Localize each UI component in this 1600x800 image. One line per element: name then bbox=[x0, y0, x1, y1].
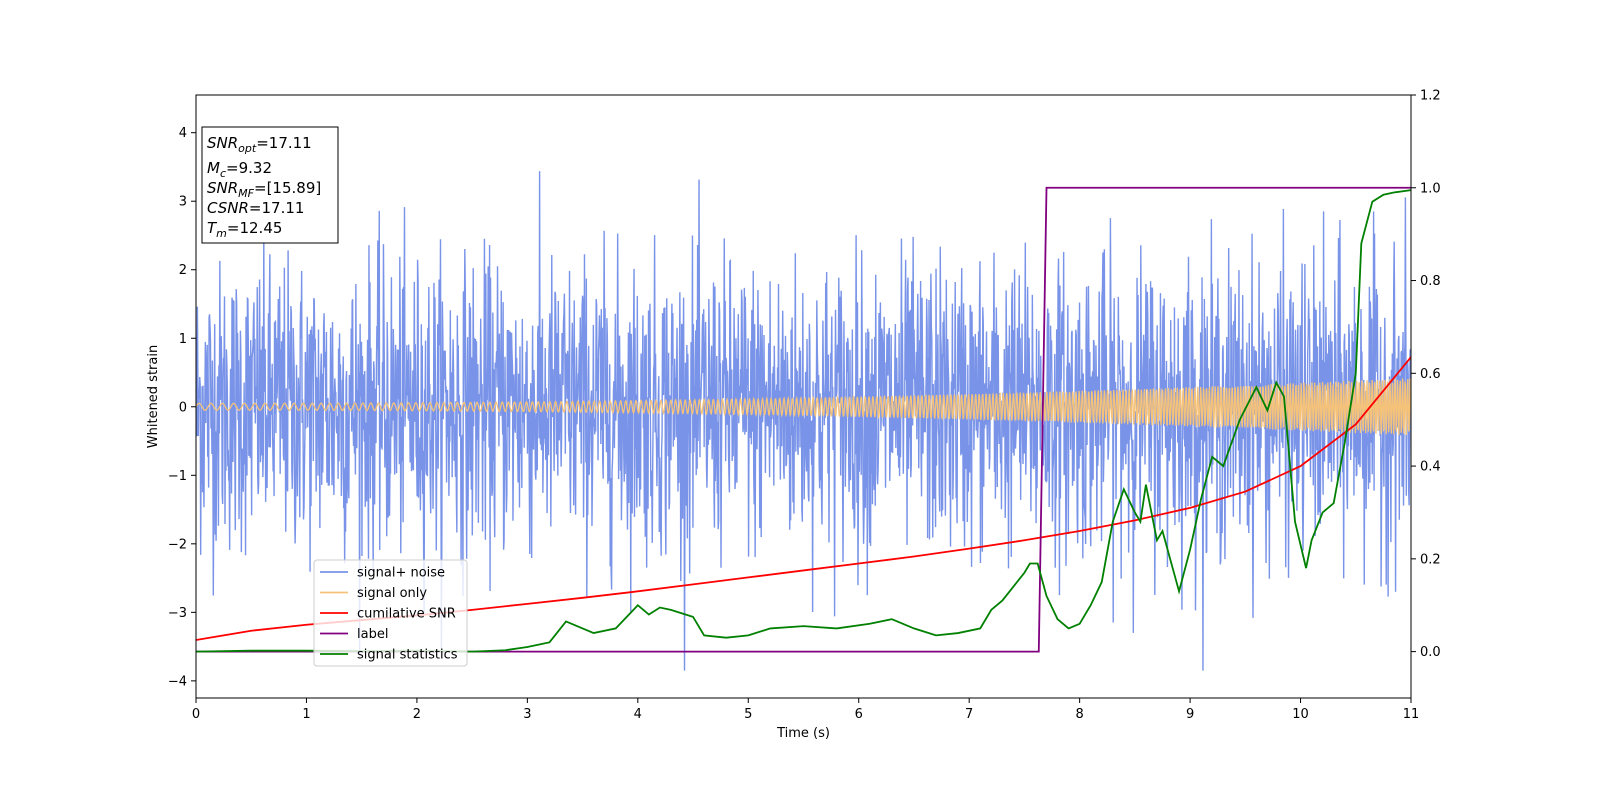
y2-tick-label: 0.2 bbox=[1420, 552, 1441, 567]
y-tick-label: 1 bbox=[179, 332, 187, 347]
x-tick-label: 9 bbox=[1186, 707, 1194, 722]
y-tick-label: 0 bbox=[179, 400, 187, 415]
series-line-signal-only bbox=[196, 378, 1411, 436]
annotation-line: CSNR=17.11 bbox=[207, 199, 304, 217]
y-tick-label: −3 bbox=[168, 606, 187, 621]
right-axis-ticks: 0.0 0.2 0.4 0.6 0.8 1.0 1.2 bbox=[1411, 89, 1441, 660]
series-line-signal-statistics bbox=[196, 189, 1411, 653]
y2-tick-label: 0.0 bbox=[1420, 645, 1441, 660]
y2-tick-label: 0.4 bbox=[1420, 460, 1441, 475]
x-axis-label: Time (s) bbox=[776, 726, 830, 741]
legend: signal+ noise signal only cumilative SNR la… bbox=[313, 559, 468, 667]
x-tick-label: 5 bbox=[744, 707, 752, 722]
x-tick-label: 11 bbox=[1403, 707, 1420, 722]
legend-entry: signal only bbox=[357, 586, 427, 601]
x-tick-label: 0 bbox=[192, 707, 200, 722]
y-tick-label: −4 bbox=[168, 674, 187, 689]
legend-frame bbox=[313, 559, 468, 667]
legend-entry: cumilative SNR bbox=[357, 607, 456, 622]
legend-entry: signal statistics bbox=[357, 648, 458, 663]
x-tick-label: 3 bbox=[523, 707, 531, 722]
x-tick-label: 8 bbox=[1075, 707, 1083, 722]
y-tick-label: 2 bbox=[179, 263, 187, 278]
y-tick-label: −1 bbox=[168, 469, 187, 484]
annotation-line: Mc=9.32 bbox=[207, 159, 272, 180]
x-tick-label: 6 bbox=[855, 707, 863, 722]
y-axis-label: Whitened strain bbox=[146, 345, 161, 448]
legend-entry: label bbox=[357, 627, 388, 642]
y-tick-label: −2 bbox=[168, 537, 187, 552]
x-tick-label: 7 bbox=[965, 707, 973, 722]
series-line-label bbox=[196, 186, 1411, 653]
annotation-line: SNRopt=17.11 bbox=[207, 134, 312, 155]
y2-tick-label: 0.8 bbox=[1420, 274, 1441, 289]
x-tick-label: 1 bbox=[302, 707, 310, 722]
y2-tick-label: 1.0 bbox=[1420, 181, 1441, 196]
annotation-line: SNRMF=[15.89] bbox=[207, 179, 321, 200]
plot-frame bbox=[195, 94, 1412, 699]
y2-tick-label: 0.6 bbox=[1420, 367, 1441, 382]
y2-tick-label: 1.2 bbox=[1420, 89, 1441, 104]
annotation-box: SNRopt=17.11 Mc=9.32SNRMF=[15.89]CSNR=17.… bbox=[201, 126, 339, 244]
x-tick-label: 2 bbox=[413, 707, 421, 722]
legend-entry: signal+ noise bbox=[357, 566, 445, 581]
annotation-frame bbox=[201, 126, 339, 244]
y-tick-label: 3 bbox=[179, 195, 187, 210]
y-tick-label: 4 bbox=[179, 126, 187, 141]
x-tick-label: 10 bbox=[1292, 707, 1309, 722]
x-tick-label: 4 bbox=[634, 707, 642, 722]
x-axis-ticks: 0 1 2 3 4 5 6 7 8 9 10 11 bbox=[192, 698, 1419, 722]
annotation-line: Tm=12.45 bbox=[207, 219, 282, 240]
left-axis-ticks: −4 −3 −2 −1 0 1 2 3 4 bbox=[168, 126, 196, 689]
